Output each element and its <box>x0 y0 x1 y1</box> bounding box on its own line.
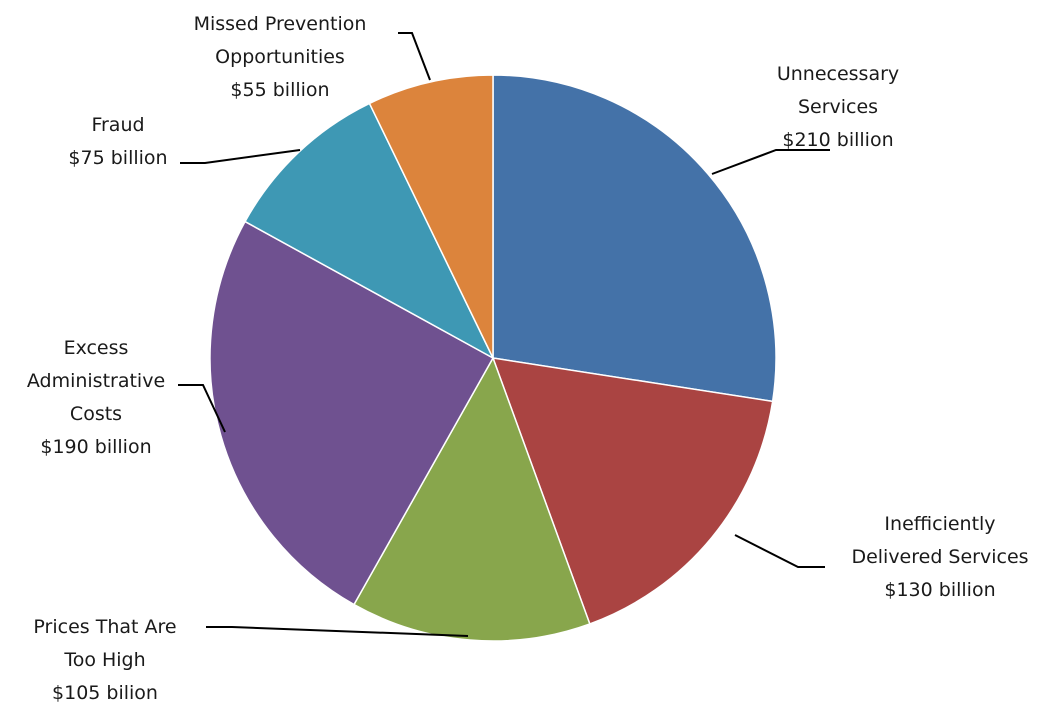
slice-label-line: Delivered Services <box>851 546 1028 568</box>
slice-label-line: $130 billion <box>884 579 995 601</box>
pie-slice-excess-administrative-costs <box>209 220 495 606</box>
slice-label-line: Administrative <box>27 370 165 392</box>
slice-label-prices-that-are-too-high: Prices That Are Too High $105 bilion <box>33 616 176 704</box>
leader-line-excess-administrative-costs <box>178 384 226 433</box>
slice-label-line: $105 bilion <box>52 682 158 704</box>
slice-label-line: Inefficiently <box>884 513 995 535</box>
slice-label-line: Costs <box>70 403 122 425</box>
leader-lines <box>178 32 830 637</box>
slice-label-inefficiently-delivered-services: Inefficiently Delivered Services $130 bill… <box>851 513 1028 601</box>
leader-line-unnecessary-services <box>711 149 830 175</box>
slice-label-excess-administrative-costs: Excess Administrative Costs $190 billion <box>27 337 165 458</box>
leader-line-fraud <box>180 149 301 164</box>
slice-label-line: Missed Prevention <box>194 13 367 35</box>
leader-line-prices-that-are-too-high <box>206 626 469 637</box>
slice-label-line: Excess <box>64 337 129 359</box>
slice-label-line: Opportunities <box>215 46 345 68</box>
slice-label-line: $75 billion <box>68 147 167 169</box>
slice-labels: Unnecessary Services $210 billion Inefficie… <box>27 13 1029 704</box>
pie-slice-unnecessary-services <box>492 74 777 403</box>
slice-label-missed-prevention-opportunities: Missed Prevention Opportunities $55 billio… <box>194 13 367 101</box>
leader-line-missed-prevention-opportunities <box>398 32 431 81</box>
slice-label-line: Unnecessary <box>777 63 899 85</box>
slice-label-line: Fraud <box>91 114 144 136</box>
pie-slices <box>209 74 777 642</box>
slice-label-line: $190 billion <box>40 436 151 458</box>
pie-slice-inefficiently-delivered-services <box>491 357 774 625</box>
slice-label-unnecessary-services: Unnecessary Services $210 billion <box>777 63 899 151</box>
slice-label-line: $210 billion <box>782 129 893 151</box>
slice-label-line: Too High <box>63 649 145 671</box>
pie-slice-fraud <box>244 102 495 360</box>
slice-label-line: Prices That Are <box>33 616 176 638</box>
leader-line-inefficiently-delivered-services <box>734 534 825 568</box>
pie-slice-prices-that-are-too-high <box>352 356 591 642</box>
slice-label-fraud: Fraud $75 billion <box>68 114 167 169</box>
slice-label-line: Services <box>798 96 878 118</box>
slice-label-line: $55 billion <box>230 79 329 101</box>
pie-slice-missed-prevention-opportunities <box>368 74 494 359</box>
